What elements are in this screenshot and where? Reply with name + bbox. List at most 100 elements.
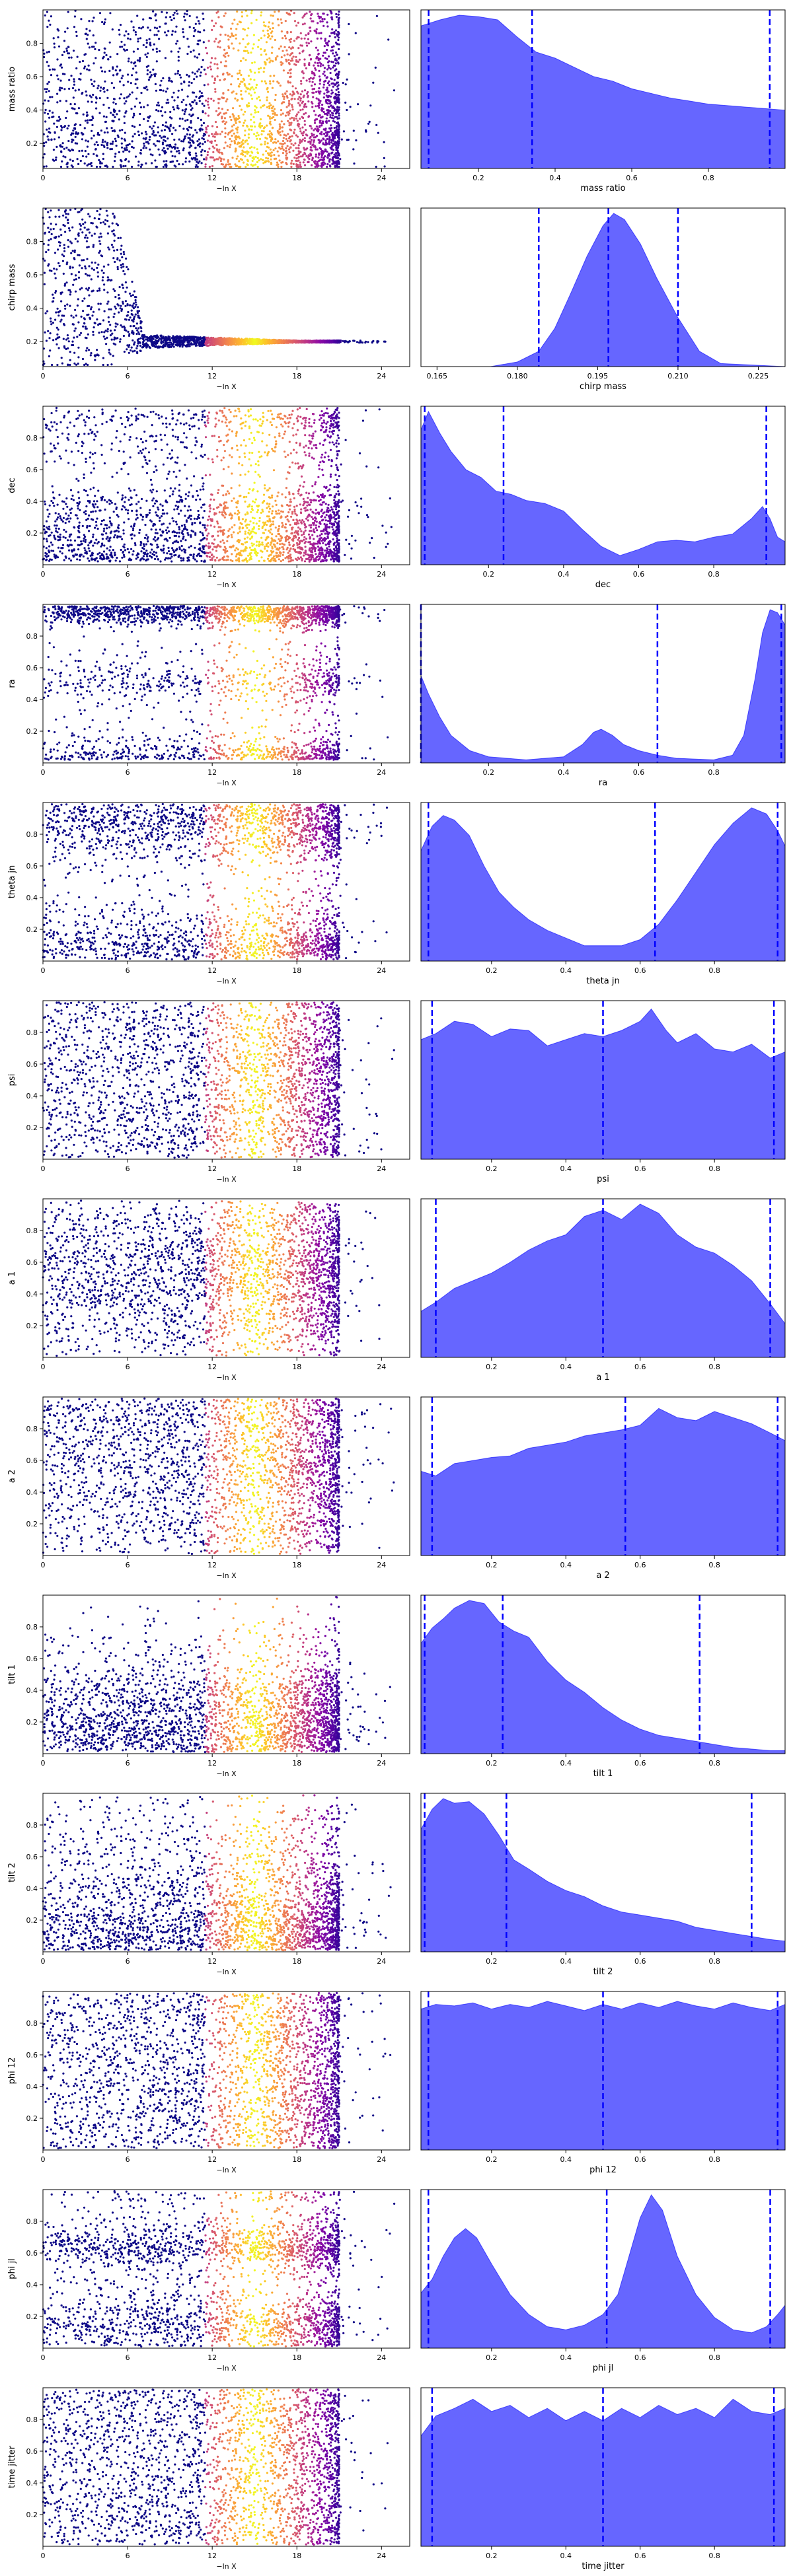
trace-point [297,144,300,147]
trace-point [326,102,329,105]
trace-point [330,139,332,141]
trace-point [290,48,293,50]
trace-point [216,133,219,135]
trace-point [320,108,323,111]
trace-point [309,30,312,32]
trace-point [209,140,211,143]
trace-point [202,138,205,141]
trace-point [250,113,252,116]
trace-point [235,127,238,130]
trace-point [335,73,338,75]
trace-point [219,133,221,135]
trace-point [311,70,313,73]
trace-point [329,165,332,168]
trace-point [326,133,328,136]
trace-point [103,22,106,26]
trace-point [178,118,181,120]
trace-point [69,363,71,367]
trace-point [143,106,145,108]
trace-point [184,108,187,111]
trace-point [65,213,67,215]
trace-point [247,27,250,30]
trace-point [60,234,63,236]
trace-point [44,112,46,114]
trace-point [66,303,69,306]
trace-point [139,337,142,340]
trace-point [227,133,229,136]
trace-point [299,164,301,166]
trace-point [145,55,148,58]
trace-point [229,137,231,140]
trace-point [250,128,253,131]
trace-point [68,56,71,59]
trace-point [153,26,156,29]
trace-point [61,54,64,56]
trace-point [108,308,110,310]
trace-point [106,144,108,147]
trace-point [48,116,51,119]
trace-point [296,164,299,166]
trace-point [252,116,255,118]
trace-point [285,158,288,161]
trace-point [211,75,213,78]
trace-point [299,44,302,47]
trace-point [269,148,272,151]
trace-point [108,106,110,109]
trace-point [240,153,243,155]
trace-point [93,80,96,83]
trace-point [221,120,224,123]
trace-point [139,322,142,325]
trace-point [335,59,338,62]
trace-point [57,78,59,81]
trace-point [199,75,202,77]
trace-point [301,100,304,103]
trace-point [349,106,352,108]
trace-point [266,157,270,160]
trace-point [122,301,124,303]
trace-point [242,113,245,116]
trace-point [75,314,77,317]
trace-point [91,115,94,118]
trace-point [116,268,119,271]
trace-point [86,274,89,277]
trace-point [310,139,313,141]
trace-point [52,227,55,231]
trace-point [157,345,160,348]
trace-point [241,15,243,18]
trace-point [253,121,256,124]
trace-point [293,119,295,122]
trace-point [213,40,216,43]
trace-point [310,40,313,43]
trace-point [206,139,209,142]
trace-point [104,330,107,332]
trace-point [87,246,90,248]
trace-point [56,333,59,336]
trace-point [330,124,332,127]
trace-point [276,81,279,83]
trace-point [82,133,85,135]
trace-point [81,92,83,95]
trace-point [133,290,135,293]
trace-point [294,87,297,90]
trace-point [89,94,91,97]
trace-point [326,109,328,112]
trace-point [129,304,132,306]
trace-point [157,340,160,343]
trace-point [67,52,69,55]
trace-point [336,129,339,132]
trace-point [61,73,64,75]
trace-point [122,150,125,153]
trace-point [308,26,311,29]
trace-point [301,16,304,19]
trace-point [104,18,106,20]
trace-point [280,63,283,66]
trace-point [335,13,338,15]
trace-point [337,13,340,16]
trace-point [295,159,297,162]
trace-point [153,43,155,46]
trace-point [332,61,334,63]
trace-point [338,26,340,28]
trace-point [130,108,133,110]
trace-point [87,228,90,231]
trace-point [239,42,241,45]
